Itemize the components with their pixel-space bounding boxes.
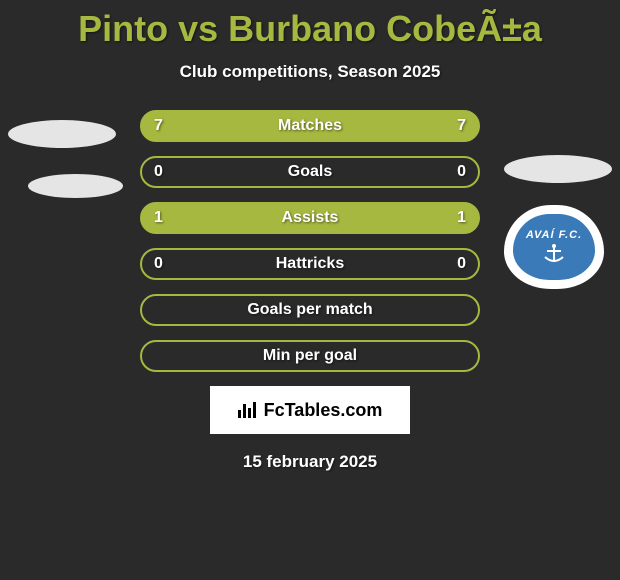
stat-label: Goals [288, 163, 332, 181]
stat-left-value: 1 [154, 209, 163, 227]
stat-row-matches: 7 Matches 7 [10, 110, 610, 142]
stat-left-value: 7 [154, 117, 163, 135]
stat-bar: Min per goal [140, 340, 480, 372]
stat-left-value: 0 [154, 163, 163, 181]
stat-left-value: 0 [154, 255, 163, 273]
stat-row-min-per-goal: Min per goal [10, 340, 610, 372]
stat-right-value: 0 [457, 163, 466, 181]
stat-bar: 0 Hattricks 0 [140, 248, 480, 280]
stat-bar: Goals per match [140, 294, 480, 326]
stat-bar: 0 Goals 0 [140, 156, 480, 188]
stat-right-value: 1 [457, 209, 466, 227]
date-text: 15 february 2025 [0, 452, 620, 472]
stat-row-goals: 0 Goals 0 [10, 156, 610, 188]
stat-label: Min per goal [263, 347, 357, 365]
stat-bar: 7 Matches 7 [140, 110, 480, 142]
fctables-badge: FcTables.com [210, 386, 410, 434]
page-title: Pinto vs Burbano CobeÃ±a [0, 0, 620, 50]
stat-row-assists: 1 Assists 1 [10, 202, 610, 234]
stats-container: 7 Matches 7 0 Goals 0 1 Assists 1 0 Hatt… [0, 110, 620, 372]
brand-text: FcTables.com [264, 400, 383, 421]
stat-row-goals-per-match: Goals per match [10, 294, 610, 326]
subtitle: Club competitions, Season 2025 [0, 62, 620, 82]
stat-label: Goals per match [247, 301, 372, 319]
stat-label: Hattricks [276, 255, 344, 273]
chart-bars-icon [238, 402, 258, 418]
stat-right-value: 7 [457, 117, 466, 135]
stat-row-hattricks: 0 Hattricks 0 [10, 248, 610, 280]
stat-right-value: 0 [457, 255, 466, 273]
stat-label: Assists [282, 209, 339, 227]
stat-bar: 1 Assists 1 [140, 202, 480, 234]
stat-label: Matches [278, 117, 342, 135]
